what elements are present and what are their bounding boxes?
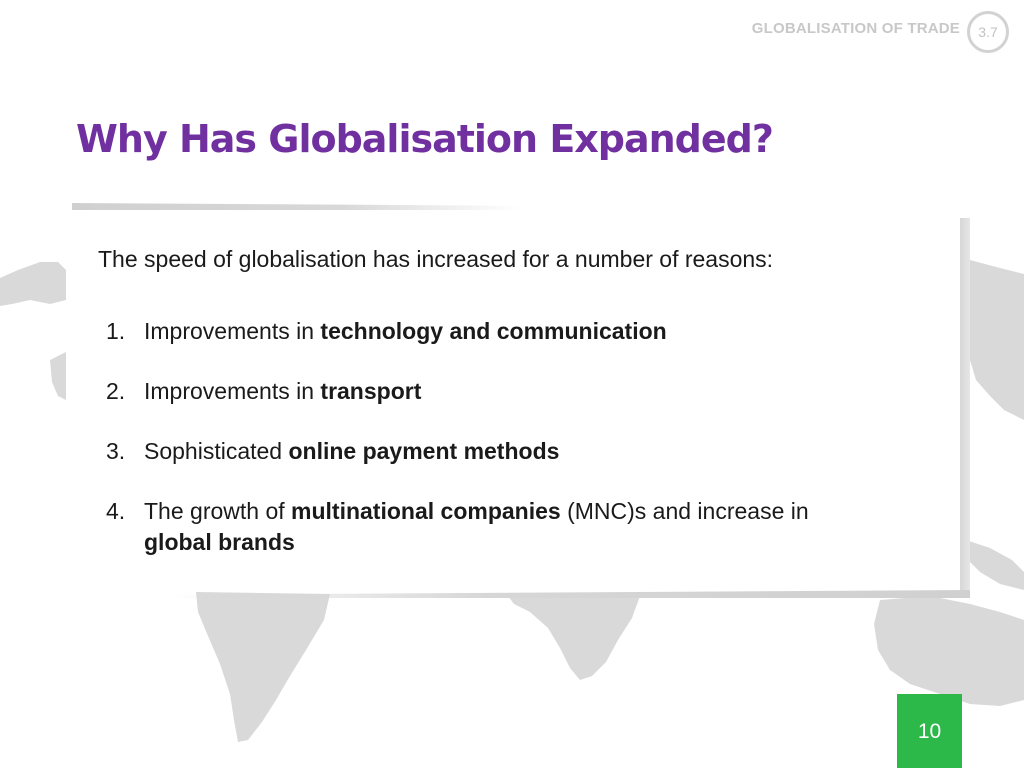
- list-number: 3.: [106, 438, 126, 464]
- list-item: 4. The growth of multinational companies…: [106, 496, 926, 558]
- text-plain: The growth of: [144, 498, 292, 524]
- panel-shadow-bottom: [170, 590, 970, 598]
- reasons-list: 1. Improvements in technology and commun…: [106, 316, 926, 587]
- text-emphasis: technology and communication: [320, 318, 667, 344]
- text-plain: (MNC)s and increase in: [560, 498, 809, 524]
- asia-shape: [970, 260, 1024, 420]
- text-emphasis: global brands: [144, 529, 295, 555]
- central-america-shape: [50, 352, 66, 400]
- text-plain: Sophisticated: [144, 438, 289, 464]
- africa-shape: [508, 596, 640, 680]
- list-item: 1. Improvements in technology and commun…: [106, 316, 926, 347]
- page-number-badge: 10: [897, 694, 962, 768]
- list-item: 2. Improvements in transport: [106, 376, 926, 407]
- south-america-shape: [196, 592, 330, 742]
- southeast-asia-shape: [966, 540, 1024, 590]
- content-panel: [66, 212, 960, 590]
- section-number-badge: 3.7: [967, 11, 1009, 53]
- north-america-shape: [0, 262, 66, 306]
- list-number: 1.: [106, 318, 126, 344]
- list-item-text: Sophisticated online payment methods: [144, 436, 559, 467]
- list-item-text: The growth of multinational companies (M…: [144, 496, 809, 558]
- list-number: 4.: [106, 498, 126, 524]
- list-number: 2.: [106, 378, 126, 404]
- list-item-text: Improvements in technology and communica…: [144, 316, 667, 347]
- title-divider: [72, 203, 522, 210]
- text-emphasis: multinational companies: [291, 498, 561, 524]
- list-item-text: Improvements in transport: [144, 376, 421, 407]
- text-emphasis: transport: [320, 378, 422, 404]
- panel-shadow-right: [958, 218, 970, 598]
- text-emphasis: online payment methods: [288, 438, 560, 464]
- slide-title: Why Has Globalisation Expanded?: [76, 117, 774, 161]
- course-section-label: GLOBALISATION OF TRADE: [751, 20, 960, 37]
- intro-text: The speed of globalisation has increased…: [98, 246, 774, 272]
- list-item: 3. Sophisticated online payment methods: [106, 436, 926, 467]
- text-plain: Improvements in: [144, 318, 321, 344]
- text-plain: Improvements in: [144, 378, 321, 404]
- australia-shape: [874, 596, 1024, 706]
